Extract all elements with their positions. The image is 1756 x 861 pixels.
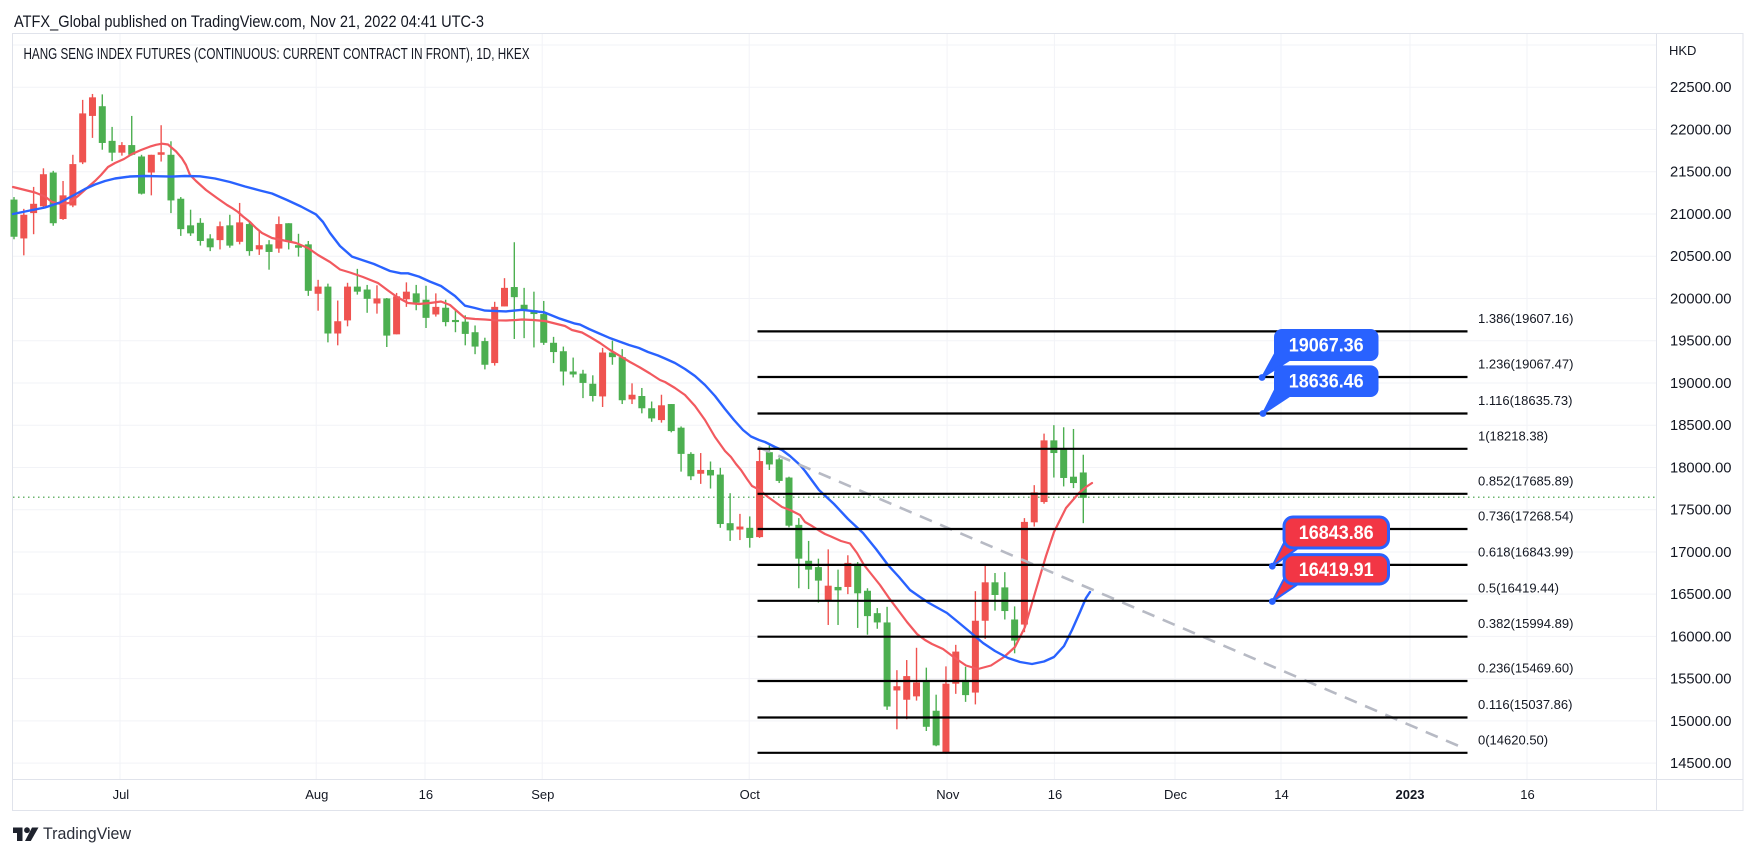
svg-text:TradingView: TradingView xyxy=(43,824,132,843)
svg-text:22500.00: 22500.00 xyxy=(1670,80,1732,96)
svg-text:Dec: Dec xyxy=(1164,787,1188,802)
svg-text:HANG SENG INDEX FUTURES (CONTI: HANG SENG INDEX FUTURES (CONTINUOUS: CUR… xyxy=(24,46,530,63)
svg-text:18000.00: 18000.00 xyxy=(1670,460,1732,476)
svg-text:1.116(18635.73): 1.116(18635.73) xyxy=(1478,393,1572,408)
svg-text:2023: 2023 xyxy=(1396,787,1425,802)
svg-text:0.116(15037.86): 0.116(15037.86) xyxy=(1478,697,1572,712)
svg-text:16843.86: 16843.86 xyxy=(1299,523,1374,544)
svg-text:1(18218.38): 1(18218.38) xyxy=(1478,428,1548,443)
svg-text:15500.00: 15500.00 xyxy=(1670,672,1732,688)
svg-text:17500.00: 17500.00 xyxy=(1670,503,1732,519)
svg-text:19067.36: 19067.36 xyxy=(1289,336,1364,357)
svg-text:16419.91: 16419.91 xyxy=(1299,560,1374,581)
svg-text:16: 16 xyxy=(1520,787,1534,802)
svg-text:18500.00: 18500.00 xyxy=(1670,418,1732,434)
svg-text:0.852(17685.89): 0.852(17685.89) xyxy=(1478,473,1573,488)
svg-text:16: 16 xyxy=(1048,787,1062,802)
svg-text:14500.00: 14500.00 xyxy=(1670,756,1732,772)
svg-text:1.386(19607.16): 1.386(19607.16) xyxy=(1478,311,1573,326)
svg-text:1.236(19067.47): 1.236(19067.47) xyxy=(1478,357,1573,372)
svg-text:21500.00: 21500.00 xyxy=(1670,165,1732,181)
svg-text:17000.00: 17000.00 xyxy=(1670,545,1732,561)
svg-text:20000.00: 20000.00 xyxy=(1670,291,1732,307)
svg-text:14: 14 xyxy=(1274,787,1288,802)
svg-text:Aug: Aug xyxy=(305,787,328,802)
svg-text:18636.46: 18636.46 xyxy=(1289,372,1364,393)
svg-text:0(14620.50): 0(14620.50) xyxy=(1478,732,1548,747)
svg-text:19500.00: 19500.00 xyxy=(1670,334,1732,350)
svg-text:ATFX_Global published on Tradi: ATFX_Global published on TradingView.com… xyxy=(14,12,484,31)
svg-text:16: 16 xyxy=(419,787,433,802)
svg-text:20500.00: 20500.00 xyxy=(1670,249,1732,265)
svg-text:0.382(15994.89): 0.382(15994.89) xyxy=(1478,616,1573,631)
svg-text:21000.00: 21000.00 xyxy=(1670,207,1732,223)
svg-text:Nov: Nov xyxy=(936,787,960,802)
svg-text:Sep: Sep xyxy=(531,787,554,802)
svg-text:0.618(16843.99): 0.618(16843.99) xyxy=(1478,544,1573,559)
svg-text:22000.00: 22000.00 xyxy=(1670,122,1732,138)
svg-text:Jul: Jul xyxy=(113,787,130,802)
svg-text:15000.00: 15000.00 xyxy=(1670,714,1732,730)
svg-text:HKD: HKD xyxy=(1669,43,1696,58)
svg-text:0.236(15469.60): 0.236(15469.60) xyxy=(1478,661,1573,676)
svg-text:16000.00: 16000.00 xyxy=(1670,629,1732,645)
svg-text:0.736(17268.54): 0.736(17268.54) xyxy=(1478,509,1573,524)
svg-text:0.5(16419.44): 0.5(16419.44) xyxy=(1478,580,1559,595)
svg-text:19000.00: 19000.00 xyxy=(1670,376,1732,392)
svg-text:16500.00: 16500.00 xyxy=(1670,587,1732,603)
svg-text:Oct: Oct xyxy=(740,787,761,802)
